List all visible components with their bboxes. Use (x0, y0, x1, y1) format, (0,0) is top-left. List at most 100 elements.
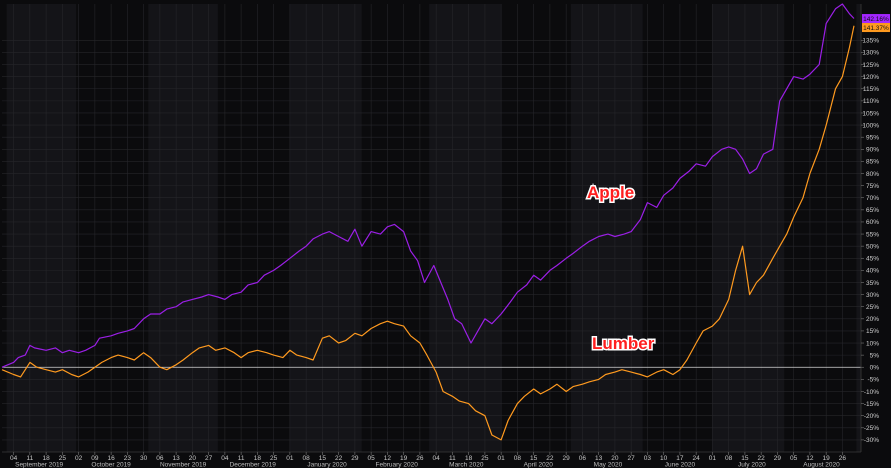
x-tick-label: 19 (823, 455, 831, 462)
x-tick-label: 08 (514, 455, 522, 462)
x-tick-label: 10 (660, 455, 668, 462)
y-tick-label: 100% (862, 122, 879, 129)
x-tick-label: 02 (75, 455, 83, 462)
x-tick-label: 22 (546, 455, 554, 462)
x-tick-label: 23 (124, 455, 132, 462)
month-band (570, 4, 643, 452)
y-tick-label: 80% (866, 171, 879, 178)
y-tick-label: 40% (866, 268, 879, 275)
x-tick-label: 20 (611, 455, 619, 462)
y-tick-label: 130% (862, 50, 879, 57)
x-tick-label: 11 (238, 455, 245, 462)
x-tick-label: 17 (676, 455, 684, 462)
x-tick-label: 26 (416, 455, 424, 462)
y-tick-label: -15% (864, 401, 879, 408)
month-label: March 2020 (449, 462, 484, 468)
x-tick-label: 16 (107, 455, 115, 462)
x-tick-label: 09 (91, 455, 99, 462)
month-band (856, 4, 861, 452)
y-axis: -30% -25% -20% -15% -10% -5% 0% 5% 10% 15% 20% 25% 3… (860, 4, 880, 452)
x-tick-label: 27 (205, 455, 213, 462)
x-tick-label: 25 (59, 455, 67, 462)
y-tick-label: 110% (863, 98, 879, 105)
y-tick-label: 65% (866, 207, 879, 214)
x-tick-label: 01 (498, 455, 506, 462)
x-tick-label: 27 (628, 455, 636, 462)
x-tick-label: 18 (465, 455, 473, 462)
y-tick-label: 55% (866, 231, 879, 238)
month-label: August 2020 (803, 462, 840, 468)
x-tick-label: 12 (806, 455, 814, 462)
month-label: September 2019 (15, 462, 63, 468)
month-band (217, 4, 290, 452)
month-band (361, 4, 430, 452)
month-band (76, 4, 149, 452)
month-label: May 2020 (594, 462, 623, 468)
last-value-text: 141.37% (863, 25, 889, 32)
y-tick-label: 5% (870, 352, 880, 359)
month-label: June 2020 (665, 462, 696, 468)
x-tick-label: 29 (774, 455, 782, 462)
x-tick-label: 12 (384, 455, 392, 462)
last-value-badge (862, 23, 890, 33)
month-band (642, 4, 713, 452)
x-tick-label: 29 (563, 455, 571, 462)
series-lines (1, 3, 855, 441)
x-tick-label: 04 (221, 455, 229, 462)
y-tick-label: 45% (866, 256, 879, 263)
y-tick-label: -25% (864, 425, 879, 432)
y-tick-label: -5% (867, 377, 879, 384)
y-tick-label: 30% (866, 292, 879, 299)
x-tick-label: 04 (433, 455, 441, 462)
horizontal-gridlines (2, 40, 861, 441)
x-tick-label: 30 (140, 455, 148, 462)
month-band (429, 4, 502, 452)
x-tick-label: 03 (644, 455, 652, 462)
x-tick-label: 26 (839, 455, 847, 462)
vertical-gridlines (13, 4, 843, 452)
apple-series-line (1, 3, 855, 368)
month-label: November 2019 (160, 462, 207, 468)
x-tick-label: 05 (368, 455, 376, 462)
x-tick-label: 06 (579, 455, 587, 462)
y-tick-label: -30% (864, 437, 879, 444)
x-axis: 04 11 18 25 02 09 16 23 30 06 13 20 27 04 11 18 25 01 08 15… (2, 451, 861, 468)
x-tick-label: 06 (156, 455, 164, 462)
month-label: February 2020 (376, 462, 419, 468)
x-tick-label: 22 (335, 455, 343, 462)
month-band (501, 4, 571, 452)
lumber-annotation: Lumber (592, 334, 655, 353)
month-label: July 2020 (738, 462, 766, 468)
x-tick-label: 18 (254, 455, 262, 462)
x-tick-label: 20 (189, 455, 197, 462)
y-tick-label: 105% (862, 110, 879, 117)
apple-annotation: Apple (587, 183, 634, 202)
y-tick-label: 75% (866, 183, 879, 190)
month-label: October 2019 (91, 462, 131, 468)
x-tick-label: 04 (10, 455, 18, 462)
y-tick-label: 60% (866, 219, 879, 226)
month-bands (6, 4, 861, 452)
x-tick-label: 22 (758, 455, 766, 462)
y-tick-label: 25% (866, 304, 879, 311)
month-band (6, 4, 77, 452)
y-tick-label: 10% (866, 340, 879, 347)
y-tick-label: -10% (864, 389, 879, 396)
x-tick-label: 08 (725, 455, 733, 462)
x-tick-label: 29 (351, 455, 359, 462)
y-tick-label: 20% (866, 316, 879, 323)
y-tick-label: 125% (862, 62, 879, 69)
x-tick-label: 19 (400, 455, 408, 462)
x-tick-label: 13 (173, 455, 181, 462)
x-tick-label: 05 (790, 455, 798, 462)
last-value-badges: 142.16% 141.37% (862, 14, 890, 33)
x-tick-label: 25 (481, 455, 489, 462)
x-tick-label: 25 (270, 455, 278, 462)
x-tick-label: 13 (595, 455, 603, 462)
month-label: January 2020 (307, 462, 347, 468)
month-band (784, 4, 857, 452)
month-label: December 2019 (230, 462, 277, 468)
x-tick-label: 01 (286, 455, 294, 462)
y-tick-label: 50% (866, 243, 879, 250)
